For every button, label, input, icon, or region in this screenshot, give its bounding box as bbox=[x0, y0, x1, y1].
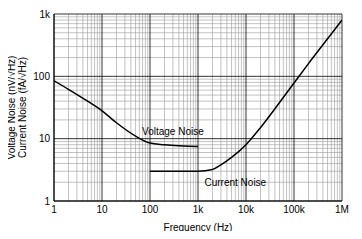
svg-text:Voltage Noise: Voltage Noise bbox=[142, 126, 204, 137]
svg-text:1k: 1k bbox=[39, 9, 51, 20]
svg-text:Current Noise: Current Noise bbox=[204, 177, 266, 188]
svg-text:Frequency (Hz): Frequency (Hz) bbox=[164, 222, 233, 231]
svg-text:1: 1 bbox=[44, 196, 50, 207]
svg-text:1k: 1k bbox=[193, 204, 205, 215]
svg-text:Voltage Noise (nV/√Hz)Current: Voltage Noise (nV/√Hz)Current Noise (fA/… bbox=[8, 56, 28, 160]
svg-text:10k: 10k bbox=[238, 204, 255, 215]
svg-text:10: 10 bbox=[39, 133, 51, 144]
svg-text:1: 1 bbox=[51, 204, 57, 215]
svg-text:100: 100 bbox=[33, 71, 50, 82]
svg-text:100: 100 bbox=[142, 204, 159, 215]
svg-text:1M: 1M bbox=[335, 204, 349, 215]
svg-text:100k: 100k bbox=[283, 204, 306, 215]
svg-text:10: 10 bbox=[96, 204, 108, 215]
